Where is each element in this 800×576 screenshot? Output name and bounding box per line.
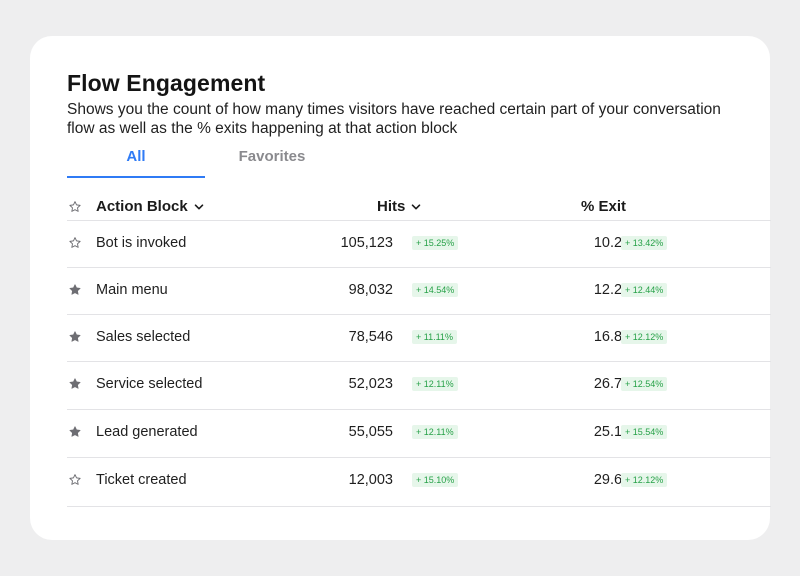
- action-block-name: Sales selected: [96, 329, 191, 345]
- page-title: Flow Engagement: [67, 70, 266, 96]
- hits-value: 12,003: [348, 472, 393, 488]
- chevron-down-icon: [194, 203, 203, 209]
- action-block-name: Main menu: [96, 282, 168, 298]
- chevron-down-icon: [412, 203, 421, 209]
- star-filled-icon[interactable]: [68, 330, 82, 344]
- action-block-name: Service selected: [96, 376, 203, 392]
- star-outline-icon[interactable]: [68, 236, 82, 250]
- exit-change-badge: + 12.54%: [621, 377, 668, 391]
- column-header-label: Hits: [377, 198, 406, 215]
- tab-favorites[interactable]: Favorites: [238, 148, 306, 165]
- table-row[interactable]: Bot is invoked 105,123 + 15.25% 10.23% + 13.…: [67, 221, 771, 268]
- exit-change-badge: + 12.12%: [621, 473, 668, 487]
- column-header-action-block[interactable]: Action Block: [96, 198, 205, 215]
- table-row[interactable]: Sales selected 78,546 + 11.11% 16.85% + 12.1…: [67, 315, 771, 362]
- table-row[interactable]: Service selected 52,023 + 12.11% 26.77% + 12…: [67, 362, 771, 410]
- hits-change-badge: + 15.10%: [412, 473, 459, 487]
- table-row[interactable]: Ticket created 12,003 + 15.10% 29.69% + 12.1…: [67, 458, 771, 507]
- star-outline-icon[interactable]: [68, 473, 82, 487]
- hits-change-badge: + 12.11%: [412, 377, 458, 391]
- column-header-hits[interactable]: Hits: [377, 198, 422, 215]
- table-row[interactable]: Lead generated 55,055 + 12.11% 25.15% + 15.5…: [67, 410, 771, 458]
- exit-change-badge: + 13.42%: [621, 236, 668, 250]
- flow-engagement-card: Flow Engagement Shows you the count of h…: [30, 36, 771, 540]
- hits-value: 78,546: [348, 329, 393, 345]
- hits-change-badge: + 12.11%: [412, 425, 458, 439]
- flow-table: Action Block Hits % Exit Bot is invoked 1…: [67, 192, 771, 507]
- hits-change-badge: + 11.11%: [412, 330, 457, 344]
- exit-change-badge: + 15.54%: [621, 425, 668, 439]
- page-subtitle: Shows you the count of how many times vi…: [67, 101, 721, 137]
- star-filled-icon[interactable]: [68, 283, 82, 297]
- action-block-name: Lead generated: [96, 424, 198, 440]
- action-block-name: Bot is invoked: [96, 235, 187, 251]
- hits-value: 105,123: [340, 235, 393, 251]
- hits-value: 52,023: [348, 376, 393, 392]
- hits-change-badge: + 14.54%: [412, 283, 459, 297]
- star-filled-icon[interactable]: [68, 377, 82, 391]
- tab-all[interactable]: All: [67, 148, 205, 178]
- star-outline-icon[interactable]: [68, 200, 82, 214]
- column-header-label: % Exit: [581, 198, 627, 215]
- action-block-name: Ticket created: [96, 472, 187, 488]
- table-row[interactable]: Main menu 98,032 + 14.54% 12.25% + 12.44%: [67, 268, 771, 315]
- table-header: Action Block Hits % Exit: [67, 192, 771, 221]
- column-header-label: Action Block: [96, 198, 188, 215]
- exit-change-badge: + 12.12%: [621, 330, 668, 344]
- hits-value: 98,032: [348, 282, 393, 298]
- star-filled-icon[interactable]: [68, 425, 82, 439]
- hits-change-badge: + 15.25%: [412, 236, 459, 250]
- tab-bar: All Favorites: [67, 148, 742, 178]
- column-header-exit[interactable]: % Exit: [581, 198, 626, 215]
- table-body: Bot is invoked 105,123 + 15.25% 10.23% + 13.…: [67, 221, 771, 507]
- hits-value: 55,055: [348, 424, 393, 440]
- exit-change-badge: + 12.44%: [621, 283, 668, 297]
